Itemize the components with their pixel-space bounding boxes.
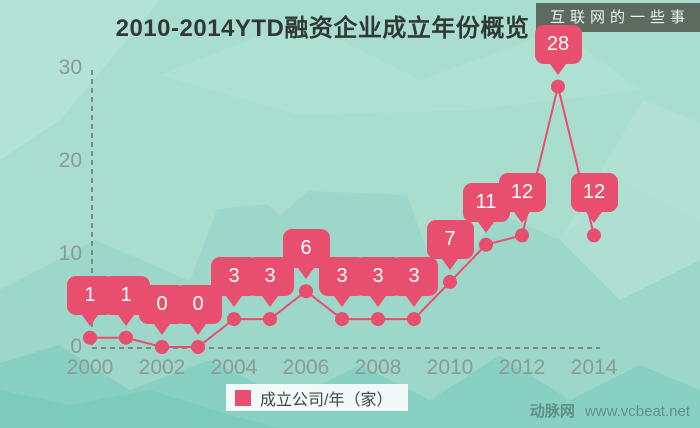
value-bubble: 3 bbox=[390, 257, 438, 308]
value-bubble: 28 bbox=[534, 24, 582, 75]
watermark-url: www.vcbeat.net bbox=[584, 403, 690, 420]
y-tick-label: 20 bbox=[58, 149, 82, 172]
legend: 成立公司/年（家） bbox=[226, 384, 409, 411]
value-bubble: 7 bbox=[426, 219, 474, 270]
legend-swatch-icon bbox=[235, 389, 251, 406]
value-bubble: 12 bbox=[498, 173, 546, 224]
x-tick-label: 2012 bbox=[498, 356, 546, 379]
legend-label: 成立公司/年（家） bbox=[260, 391, 393, 409]
y-tick-label: 30 bbox=[58, 56, 82, 79]
x-tick-label: 2010 bbox=[426, 356, 474, 379]
x-tick-label: 2002 bbox=[138, 356, 186, 379]
x-tick-label: 2008 bbox=[354, 356, 402, 379]
x-tick-label: 2004 bbox=[210, 356, 258, 379]
source-watermark: 动脉网 www.vcbeat.net bbox=[530, 400, 690, 421]
x-tick-label: 2006 bbox=[282, 356, 330, 379]
chart-title: 2010-2014YTD融资企业成立年份概览 bbox=[115, 15, 530, 42]
y-tick-label: 10 bbox=[58, 242, 82, 265]
y-tick-label: 0 bbox=[70, 335, 82, 358]
watermark-site-name: 动脉网 bbox=[529, 403, 575, 420]
source-badge-label: 互联网的一些事 bbox=[549, 9, 690, 26]
x-tick-label: 2000 bbox=[66, 356, 114, 379]
value-bubble: 12 bbox=[570, 173, 618, 224]
x-tick-label: 2014 bbox=[570, 356, 618, 379]
